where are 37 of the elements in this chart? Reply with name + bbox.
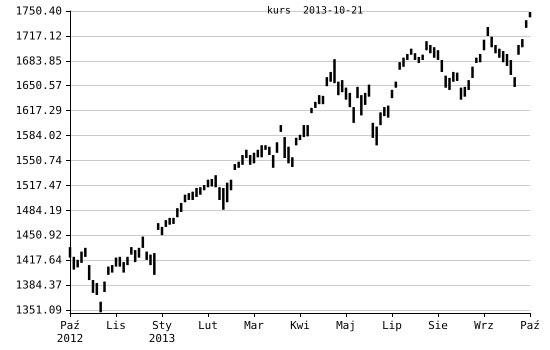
- y-tick-label: 1750.40: [16, 4, 62, 18]
- candlestick: [513, 76, 516, 88]
- y-tick-label: 1717.12: [16, 29, 62, 42]
- y-tick-label: 1450.92: [16, 228, 62, 242]
- x-tick-label: Wrz: [474, 319, 494, 332]
- candlestick: [142, 236, 144, 248]
- x-tick-label: Paź 2012: [56, 319, 84, 345]
- candlestick: [352, 106, 355, 124]
- y-tick-label: 1617.29: [16, 104, 62, 118]
- x-tick-label: Lis: [106, 319, 126, 332]
- x-tick-label: Paź: [520, 319, 540, 332]
- x-tick-label: Lut: [198, 319, 218, 332]
- y-tick-label: 1484.19: [16, 204, 62, 217]
- y-tick-label: 1384.37: [16, 278, 62, 292]
- x-tick-label: Mar: [244, 319, 264, 332]
- candlestick: [92, 280, 94, 294]
- candlestick: [375, 126, 378, 146]
- x-tick-label: Sty 2013: [148, 319, 176, 345]
- candlestick: [80, 251, 83, 264]
- y-tick-label: 1417.64: [16, 254, 62, 267]
- chart-title: kurs 2013-10-21: [266, 6, 364, 16]
- y-tick-label: 1584.02: [16, 129, 62, 142]
- candlestick: [153, 252, 156, 276]
- y-tick-label: 1650.57: [16, 79, 62, 92]
- x-tick-label: Maj: [336, 319, 356, 332]
- candlestick: [471, 66, 474, 78]
- x-tick-label: Kwi: [290, 319, 310, 332]
- y-tick-label: 1550.74: [16, 154, 62, 167]
- x-tick-label: Sie: [428, 319, 448, 332]
- y-tick-label: 1351.09: [16, 303, 62, 316]
- candlestick: [88, 264, 90, 281]
- candlestick: [306, 124, 309, 137]
- candlestick: [272, 154, 274, 168]
- x-tick-label: Lip: [382, 319, 402, 332]
- candlestick: [436, 50, 440, 60]
- y-tick-label: 1517.47: [16, 178, 62, 192]
- y-tick-label: 1683.85: [16, 54, 62, 68]
